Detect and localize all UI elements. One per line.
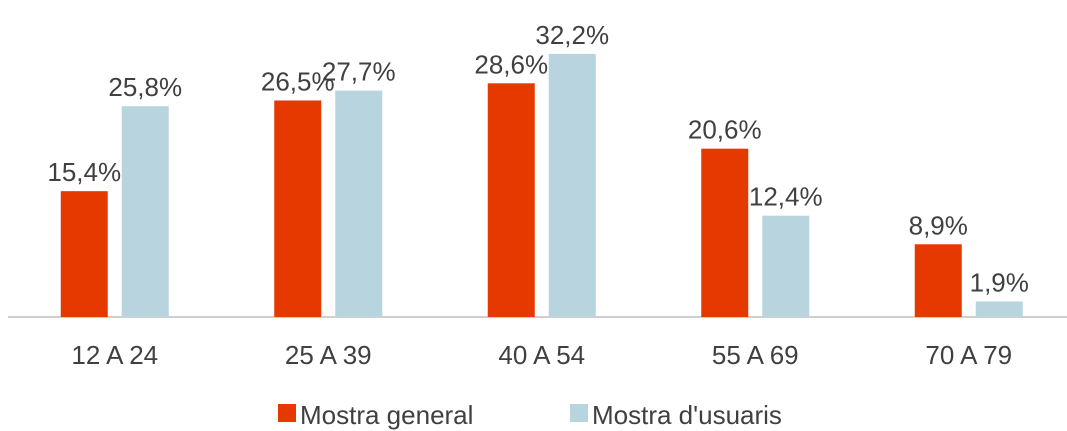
bar bbox=[335, 90, 383, 317]
x-tick-label: 12 A 24 bbox=[71, 340, 158, 370]
data-label: 15,4% bbox=[47, 157, 121, 187]
legend-swatch bbox=[278, 404, 296, 422]
bar bbox=[701, 148, 749, 317]
bar bbox=[975, 301, 1023, 317]
bar bbox=[60, 191, 108, 317]
bar bbox=[274, 100, 322, 317]
legend-swatch bbox=[570, 404, 588, 422]
bar bbox=[121, 106, 169, 317]
legend-label: Mostra general bbox=[300, 400, 473, 430]
data-label: 26,5% bbox=[261, 66, 335, 96]
bar bbox=[548, 53, 596, 317]
data-label: 27,7% bbox=[322, 57, 396, 87]
x-tick-label: 25 A 39 bbox=[285, 340, 372, 370]
x-tick-label: 55 A 69 bbox=[712, 340, 799, 370]
x-tick-label: 70 A 79 bbox=[925, 340, 1012, 370]
bar bbox=[762, 215, 810, 317]
data-label: 1,9% bbox=[970, 267, 1029, 297]
data-label: 25,8% bbox=[108, 72, 182, 102]
bar bbox=[914, 244, 962, 317]
x-tick-label: 40 A 54 bbox=[498, 340, 585, 370]
legend-label: Mostra d'usuaris bbox=[592, 400, 782, 430]
data-label: 20,6% bbox=[688, 115, 762, 145]
data-label: 12,4% bbox=[749, 182, 823, 212]
bar bbox=[487, 83, 535, 317]
data-label: 32,2% bbox=[535, 20, 609, 50]
data-label: 8,9% bbox=[909, 210, 968, 240]
data-label: 28,6% bbox=[474, 49, 548, 79]
